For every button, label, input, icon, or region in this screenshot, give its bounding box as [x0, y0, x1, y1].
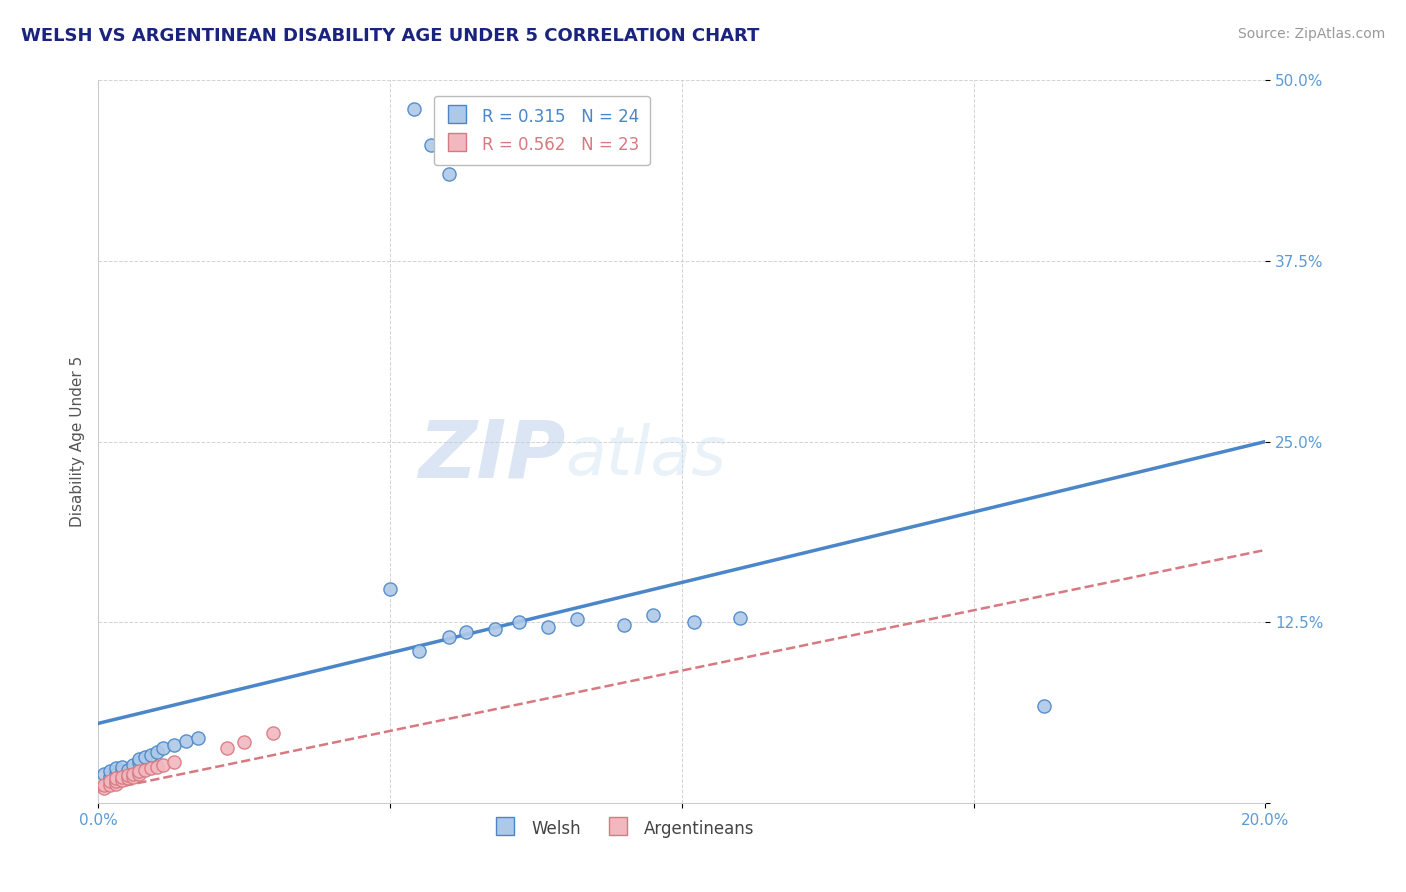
Text: WELSH VS ARGENTINEAN DISABILITY AGE UNDER 5 CORRELATION CHART: WELSH VS ARGENTINEAN DISABILITY AGE UNDE… — [21, 27, 759, 45]
Point — [104, 774, 127, 789]
Point — [174, 733, 197, 747]
Point — [163, 738, 186, 752]
Point — [104, 771, 127, 785]
Point — [233, 735, 256, 749]
Point — [484, 623, 506, 637]
Point — [128, 756, 150, 770]
Point — [437, 630, 460, 644]
Point — [408, 644, 430, 658]
Point — [146, 760, 169, 774]
Point — [565, 612, 588, 626]
Point — [98, 779, 121, 793]
Point — [152, 758, 174, 772]
Legend: Welsh, Argentineans: Welsh, Argentineans — [486, 812, 761, 845]
Point — [128, 764, 150, 778]
Point — [111, 770, 134, 784]
Y-axis label: Disability Age Under 5: Disability Age Under 5 — [69, 356, 84, 527]
Point — [402, 102, 425, 116]
Point — [682, 615, 704, 630]
Point — [104, 777, 127, 791]
Point — [139, 748, 162, 763]
Point — [508, 615, 530, 630]
Point — [122, 767, 145, 781]
Point — [215, 740, 238, 755]
Point — [134, 749, 156, 764]
Point — [111, 772, 134, 787]
Point — [111, 764, 134, 778]
Point — [122, 770, 145, 784]
Text: Source: ZipAtlas.com: Source: ZipAtlas.com — [1237, 27, 1385, 41]
Point — [454, 625, 477, 640]
Point — [163, 756, 186, 770]
Point — [117, 768, 139, 782]
Point — [262, 726, 284, 740]
Point — [93, 781, 115, 796]
Point — [437, 167, 460, 181]
Point — [152, 740, 174, 755]
Point — [380, 582, 402, 596]
Point — [104, 761, 127, 775]
Point — [1032, 698, 1054, 713]
Point — [111, 760, 134, 774]
Point — [93, 779, 115, 793]
Point — [537, 619, 560, 633]
Point — [98, 774, 121, 789]
Point — [128, 767, 150, 781]
Point — [93, 767, 115, 781]
Point — [612, 618, 634, 632]
Point — [187, 731, 209, 745]
Point — [117, 771, 139, 785]
Point — [139, 761, 162, 775]
Text: ZIP: ZIP — [418, 417, 565, 495]
Point — [117, 763, 139, 777]
Point — [730, 611, 752, 625]
Point — [128, 752, 150, 766]
Point — [98, 764, 121, 778]
Text: atlas: atlas — [565, 423, 727, 489]
Point — [122, 758, 145, 772]
Point — [420, 138, 443, 153]
Point — [98, 770, 121, 784]
Point — [641, 607, 664, 622]
Point — [134, 763, 156, 777]
Point — [146, 745, 169, 759]
Point — [104, 767, 127, 781]
